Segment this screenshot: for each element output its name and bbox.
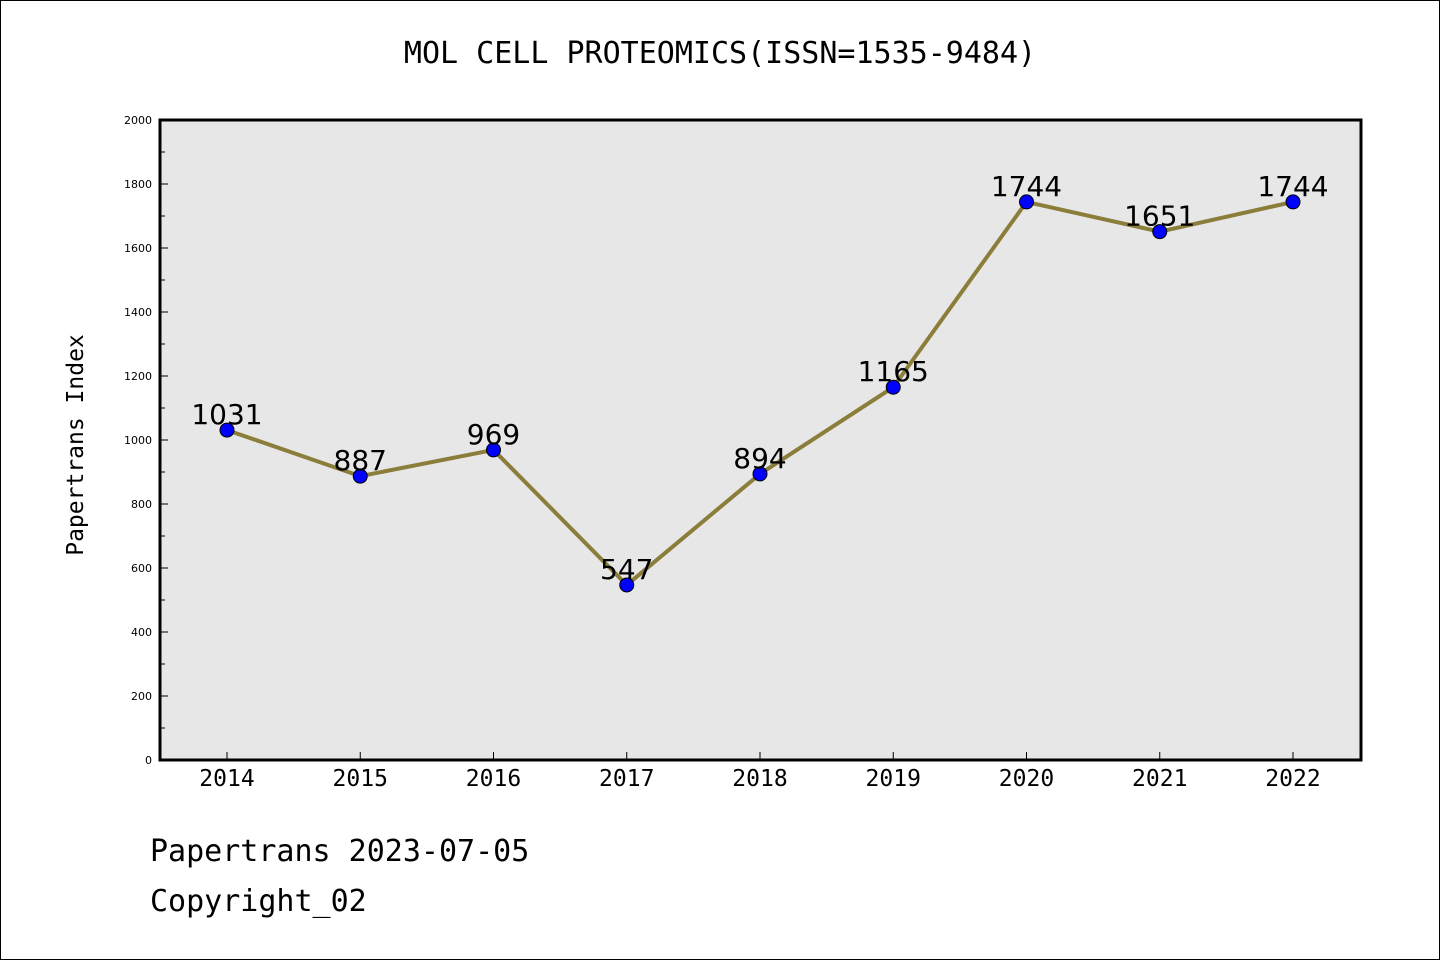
y-tick-label: 200 xyxy=(131,690,152,703)
y-tick-label: 800 xyxy=(131,498,152,511)
data-label: 969 xyxy=(467,418,520,451)
x-tick-label: 2020 xyxy=(999,766,1054,792)
x-tick-label: 2022 xyxy=(1265,766,1320,792)
data-label: 887 xyxy=(334,444,387,477)
x-tick-label: 2016 xyxy=(466,766,521,792)
y-tick-label: 1800 xyxy=(124,178,152,191)
data-point xyxy=(619,577,635,593)
chart-title: MOL CELL PROTEOMICS(ISSN=1535-9484) xyxy=(403,36,1037,71)
x-tick-label: 2014 xyxy=(199,766,254,792)
y-tick-label: 400 xyxy=(131,626,152,639)
data-label: 894 xyxy=(733,442,786,475)
y-tick-label: 1400 xyxy=(124,306,152,319)
data-point xyxy=(885,379,901,395)
y-tick-label: 600 xyxy=(131,562,152,575)
x-axis-ticks: 2014 2015 2016 2017 2018 2019 2020 2021 2022 xyxy=(199,752,1321,792)
data-point xyxy=(219,422,235,438)
data-label: 1651 xyxy=(1124,200,1195,233)
data-label: 1744 xyxy=(1257,170,1328,203)
x-tick-label: 2018 xyxy=(732,766,787,792)
y-tick-label: 1000 xyxy=(124,434,152,447)
x-tick-label: 2017 xyxy=(599,766,654,792)
data-markers xyxy=(219,194,1301,593)
data-labels: 1031 887 969 547 894 1165 1744 1651 1744 xyxy=(191,170,1328,586)
data-label: 1744 xyxy=(991,170,1062,203)
y-tick-label: 1200 xyxy=(124,370,152,383)
footer-date: Papertrans 2023-07-05 xyxy=(150,834,530,869)
data-point xyxy=(352,468,368,484)
data-point xyxy=(752,466,768,482)
x-tick-label: 2021 xyxy=(1132,766,1187,792)
data-point xyxy=(486,442,501,458)
y-tick-label: 2000 xyxy=(124,114,152,127)
data-label: 547 xyxy=(600,553,653,586)
data-point xyxy=(1019,194,1034,210)
data-label: 1165 xyxy=(858,355,929,388)
y-tick-label: 1600 xyxy=(124,242,152,255)
y-axis-ticks: 0 200 400 600 800 1000 1200 1400 1600 1800 2000 xyxy=(124,114,168,767)
data-label: 1031 xyxy=(191,398,262,431)
x-tick-label: 2019 xyxy=(866,766,921,792)
footer-copyright: Copyright_02 xyxy=(150,884,367,919)
x-tick-label: 2015 xyxy=(333,766,388,792)
data-point xyxy=(1285,194,1301,210)
data-point xyxy=(1152,224,1168,240)
y-tick-label: 0 xyxy=(145,754,152,767)
plot-border xyxy=(158,118,1363,762)
